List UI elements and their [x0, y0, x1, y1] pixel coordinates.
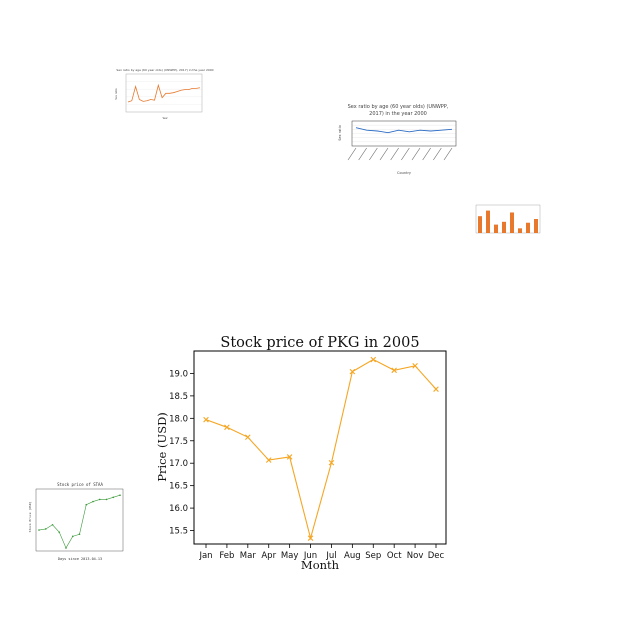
x-tick-label: Apr: [261, 551, 276, 561]
data-point: [44, 528, 47, 530]
x-tick-label: Jul: [325, 551, 336, 561]
series-line: [205, 358, 437, 541]
bar: [534, 219, 538, 233]
series-line: [38, 494, 121, 549]
y-tick-label: 18.0: [169, 414, 188, 424]
data-point: [105, 498, 108, 501]
x-axis-label: Year: [162, 116, 168, 120]
bar: [510, 212, 514, 233]
y-tick-label: 16.0: [169, 504, 188, 514]
plot-frame: [351, 120, 457, 147]
series-line: [355, 127, 453, 134]
x-axis-label: Days since 2013-04-13: [58, 557, 102, 561]
y-tick-label: 15.5: [169, 527, 188, 537]
data-point: [38, 529, 40, 531]
x-tick-label: [411, 147, 421, 161]
data-point: [328, 459, 335, 466]
data-point: [412, 363, 418, 369]
data-point: [92, 500, 94, 503]
x-tick-label: [390, 147, 399, 161]
bar: [478, 216, 482, 233]
x-tick-label: [347, 147, 357, 161]
bar: [494, 224, 498, 233]
data-point: [349, 368, 356, 375]
bar: [518, 228, 522, 233]
data-point: [51, 523, 54, 526]
data-point: [85, 503, 88, 506]
data-point: [203, 416, 209, 423]
x-tick-label: Jan: [198, 551, 212, 561]
data-point: [391, 367, 397, 374]
x-tick-label: Sep: [365, 551, 381, 561]
x-tick-label: [422, 147, 431, 161]
chart-pkg-stock: Stock price of PKG in 2005 Price (USD) M…: [155, 335, 447, 572]
x-tick-label: [379, 147, 389, 161]
x-tick-label: [369, 147, 378, 161]
x-tick-label: May: [281, 551, 299, 561]
data-point: [58, 531, 61, 533]
y-tick-label: 16.5: [169, 482, 188, 492]
x-tick-label: Mar: [240, 551, 257, 561]
data-point: [112, 496, 115, 499]
y-axis-label: Sex ratio: [114, 88, 118, 100]
chart-sex-ratio-blue-line: Sex ratio by age (60 year olds) (UNWPP, …: [338, 104, 457, 175]
x-tick-label: [358, 147, 367, 161]
data-point: [265, 457, 272, 463]
x-tick-label: Nov: [407, 551, 424, 561]
x-tick-label: [401, 147, 410, 161]
x-axis-label: Month: [301, 558, 340, 572]
plot-frame: [125, 73, 203, 113]
data-point: [119, 494, 121, 497]
data-point: [433, 386, 439, 392]
data-point: [65, 547, 67, 549]
chart-title: Stock price of STAA: [57, 482, 103, 487]
data-point: [370, 356, 377, 363]
chart-staa-stock: Stock price of STAA Stock Price (USD) Da…: [28, 482, 124, 561]
chart-sex-ratio-orange-line: Sex ratio by age (60 year olds) (UNWPP),…: [114, 68, 214, 120]
y-tick-label: 17.0: [169, 459, 188, 469]
data-point: [224, 424, 230, 431]
data-point: [78, 533, 81, 536]
y-tick-label: 19.0: [169, 369, 188, 379]
plot-frame: [475, 204, 541, 234]
plot-frame: [35, 488, 124, 552]
x-tick-label: Aug: [344, 551, 361, 561]
x-tick-label: [433, 147, 442, 161]
data-point: [245, 434, 251, 440]
y-axis-label: Price (USD): [155, 412, 169, 482]
chart-title-line-1: Sex ratio by age (60 year olds) (UNWPP,: [348, 104, 449, 110]
y-tick-label: 18.5: [169, 392, 188, 402]
bar: [486, 210, 490, 233]
data-point: [71, 535, 74, 538]
series-line: [127, 83, 201, 103]
bar: [502, 221, 506, 233]
chart-title: Sex ratio by age (60 year olds) (UNWPP),…: [116, 68, 213, 72]
data-point: [98, 498, 101, 501]
x-tick-label: [443, 147, 453, 161]
chart-orange-bar: [475, 204, 541, 234]
y-tick-label: 17.5: [169, 437, 188, 447]
x-tick-label: Feb: [219, 551, 234, 561]
chart-title: Stock price of PKG in 2005: [220, 335, 419, 351]
y-axis-label: Stock Price (USD): [28, 501, 32, 532]
x-axis-label: Country: [397, 171, 411, 175]
x-tick-label: Jun: [303, 551, 317, 561]
bar: [526, 222, 530, 233]
y-axis-label: Sex ratio: [338, 125, 342, 141]
chart-title-line-2: 2017) in the year 2000: [369, 111, 427, 117]
data-point: [286, 454, 293, 460]
x-tick-label: Dec: [428, 551, 445, 561]
data-point: [307, 535, 314, 541]
x-tick-label: Oct: [387, 551, 402, 561]
plot-frame: [193, 350, 447, 545]
